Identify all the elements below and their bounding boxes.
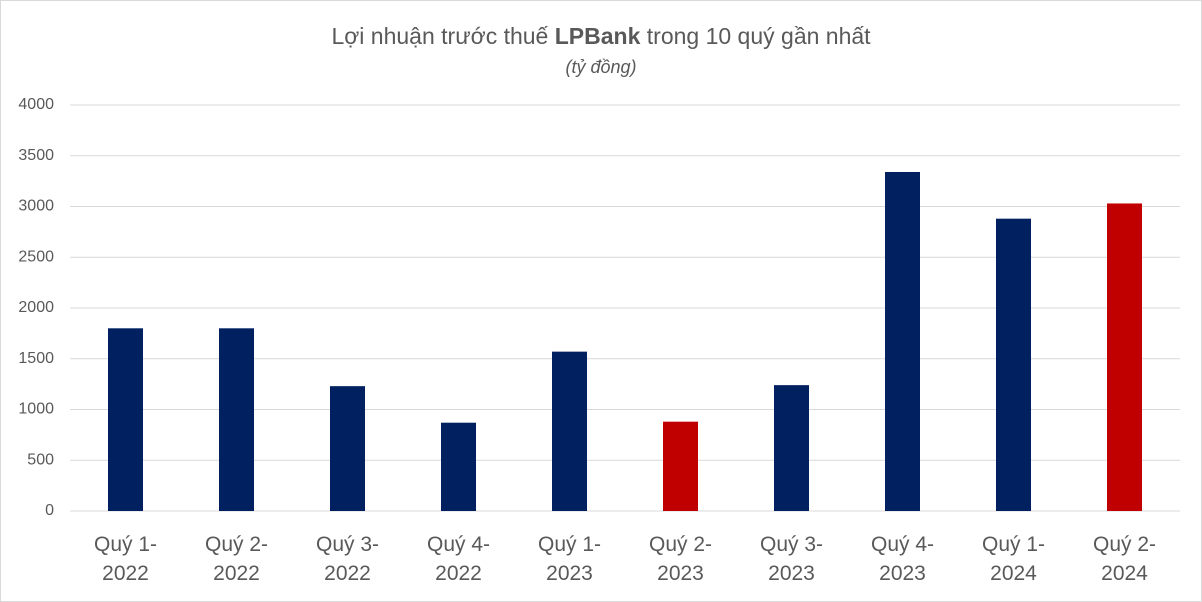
bar [885, 171, 920, 512]
title-part: Lợi nhuận trước thuế [331, 23, 554, 49]
bar [1107, 203, 1142, 511]
x-tick-label: Quý 4-2023 [871, 533, 934, 585]
bar [663, 421, 698, 511]
x-tick-label: Quý 4-2022 [427, 533, 490, 585]
y-tick-label: 1500 [18, 350, 54, 367]
bar [996, 218, 1031, 511]
chart-subtitle: (tỷ đồng) [565, 57, 636, 77]
bar [441, 422, 476, 511]
x-tick-label: Quý 2-2024 [1093, 533, 1156, 585]
bar [219, 328, 254, 511]
chart-title: Lợi nhuận trước thuế LPBank trong 10 quý… [331, 23, 871, 49]
bar [108, 328, 143, 511]
y-tick-label: 2500 [18, 248, 54, 265]
title-part: LPBank [555, 23, 641, 49]
y-tick-label: 1000 [18, 401, 54, 418]
bar [552, 351, 587, 511]
x-tick-label: Quý 2-2022 [205, 533, 268, 585]
bar [774, 385, 809, 511]
x-tick-label: Quý 3-2022 [316, 533, 379, 585]
x-tick-label: Quý 2-2023 [649, 533, 712, 585]
bar [330, 386, 365, 511]
y-tick-label: 3500 [18, 147, 54, 164]
y-tick-label: 0 [45, 502, 54, 519]
title-part: trong 10 quý gần nhất [640, 23, 871, 49]
y-tick-label: 3000 [18, 198, 54, 215]
x-tick-label: Quý 1-2024 [982, 533, 1045, 585]
y-tick-label: 500 [27, 451, 54, 468]
y-tick-label: 2000 [18, 299, 54, 316]
x-tick-label: Quý 3-2023 [760, 533, 823, 585]
y-tick-label: 4000 [18, 96, 54, 113]
x-tick-label: Quý 1-2022 [94, 533, 157, 585]
x-tick-label: Quý 1-2023 [538, 533, 601, 585]
